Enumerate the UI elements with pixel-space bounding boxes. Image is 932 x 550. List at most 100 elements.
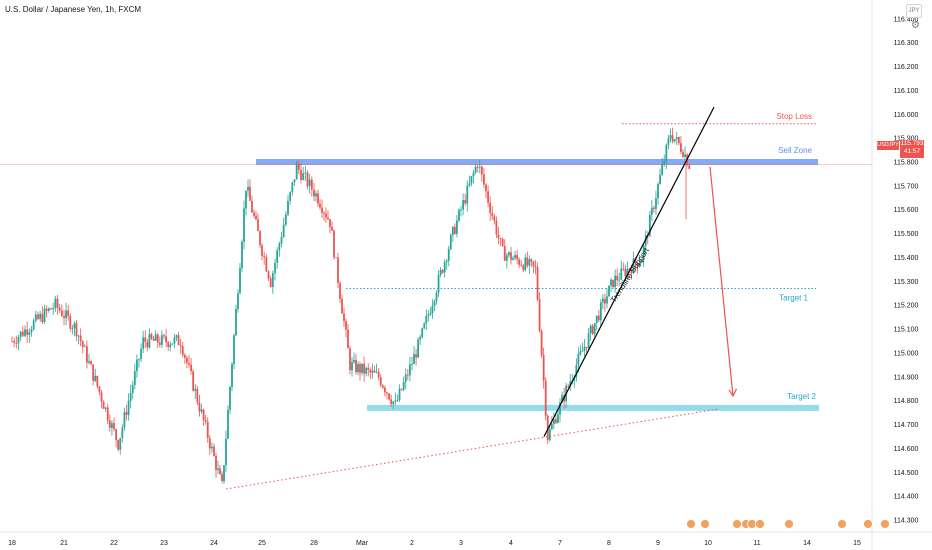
y-tick-label: 115.000 <box>894 350 919 357</box>
candle-body <box>597 315 600 321</box>
candle-body <box>433 301 436 306</box>
currency-badge[interactable]: JPY <box>906 4 922 18</box>
candle-body <box>642 245 645 261</box>
candle-body <box>388 393 390 400</box>
candle-body <box>485 184 487 192</box>
candle-body <box>682 151 684 157</box>
candle-body <box>505 255 508 261</box>
candle-body <box>684 154 686 157</box>
candle-body <box>561 395 563 403</box>
candle-body <box>202 409 205 420</box>
candle-body <box>466 185 469 204</box>
candle-body <box>253 212 255 216</box>
candle-body <box>196 388 199 403</box>
candle-body <box>335 257 337 259</box>
candle-body <box>528 259 531 266</box>
candle-body <box>243 208 245 242</box>
candle-body <box>474 166 477 173</box>
candle-body <box>271 273 274 287</box>
candle-body <box>304 172 307 174</box>
gear-icon[interactable]: ⚙ <box>911 20 920 31</box>
candle-body <box>24 329 26 336</box>
projection-arrow-line <box>709 166 734 396</box>
candle-body <box>575 365 578 377</box>
candle-body <box>453 226 456 234</box>
candle-body <box>363 363 365 374</box>
x-tick-label: 22 <box>110 540 118 547</box>
candle-body <box>447 249 450 261</box>
candle-body <box>310 179 313 190</box>
candle-body <box>379 377 382 386</box>
x-tick-label: 21 <box>60 540 68 547</box>
x-tick-label: 14 <box>803 540 811 547</box>
candle-body <box>569 381 572 386</box>
economic-event-icon <box>732 519 742 529</box>
candle-body <box>77 335 80 337</box>
y-tick-label: 116.300 <box>894 40 919 47</box>
y-tick-label: 115.300 <box>894 279 919 286</box>
economic-event-icon <box>755 519 765 529</box>
candle-body <box>98 386 101 393</box>
candle-body <box>665 145 668 162</box>
candle-body <box>638 262 641 267</box>
candle-body <box>30 329 33 333</box>
candle-body <box>409 364 411 376</box>
candle-body <box>183 355 186 358</box>
candle-body <box>462 200 464 210</box>
candle-body <box>593 322 596 334</box>
candle-body <box>190 364 192 372</box>
candle-body <box>357 364 359 373</box>
candle-body <box>591 325 594 334</box>
candle-body <box>659 174 661 185</box>
candle-body <box>538 299 541 331</box>
candle-body <box>156 334 159 343</box>
candle-body <box>369 369 372 373</box>
candle-body <box>351 362 353 371</box>
candle-body <box>347 329 349 349</box>
candle-body <box>319 203 321 208</box>
candle-body <box>146 341 149 348</box>
candle-body <box>247 186 249 191</box>
candle-body <box>231 364 233 387</box>
candle-body <box>150 334 153 339</box>
candle-body <box>325 213 327 218</box>
candle-body <box>552 419 555 425</box>
y-tick-label: 115.900 <box>894 136 919 143</box>
candle-body <box>50 308 52 310</box>
candle-body <box>13 341 16 343</box>
candle-body <box>464 200 467 204</box>
candle-body <box>255 215 257 220</box>
candle-body <box>361 363 363 373</box>
x-tick-label: 3 <box>459 540 463 547</box>
candle-body <box>606 296 608 304</box>
candle-body <box>175 335 178 338</box>
candle-body <box>138 358 140 360</box>
candle-body <box>589 325 592 334</box>
candle-body <box>384 387 386 393</box>
x-tick-label: 10 <box>704 540 712 547</box>
candle-body <box>495 220 498 235</box>
candle-body <box>289 192 292 201</box>
candle-body <box>518 259 521 265</box>
candle-body <box>171 343 174 345</box>
economic-event-icon <box>784 519 794 529</box>
x-tick-label: 15 <box>853 540 861 547</box>
x-tick-label: 9 <box>656 540 660 547</box>
y-tick-label: 114.900 <box>894 374 919 381</box>
x-tick-label: 7 <box>558 540 562 547</box>
candle-body <box>215 455 217 470</box>
candle-body <box>429 313 432 315</box>
candle-body <box>293 179 296 183</box>
candle-body <box>524 257 527 270</box>
candle-body <box>544 380 547 416</box>
candle-body <box>423 323 426 329</box>
chart-title: U.S. Dollar / Japanese Yen, 1h, FXCM <box>5 5 142 14</box>
candle-body <box>204 419 207 422</box>
candle-body <box>43 308 46 322</box>
y-tick-label: 115.100 <box>894 327 919 334</box>
y-tick-label: 114.700 <box>894 422 919 429</box>
candle-body <box>208 438 211 449</box>
candle-body <box>249 186 251 201</box>
